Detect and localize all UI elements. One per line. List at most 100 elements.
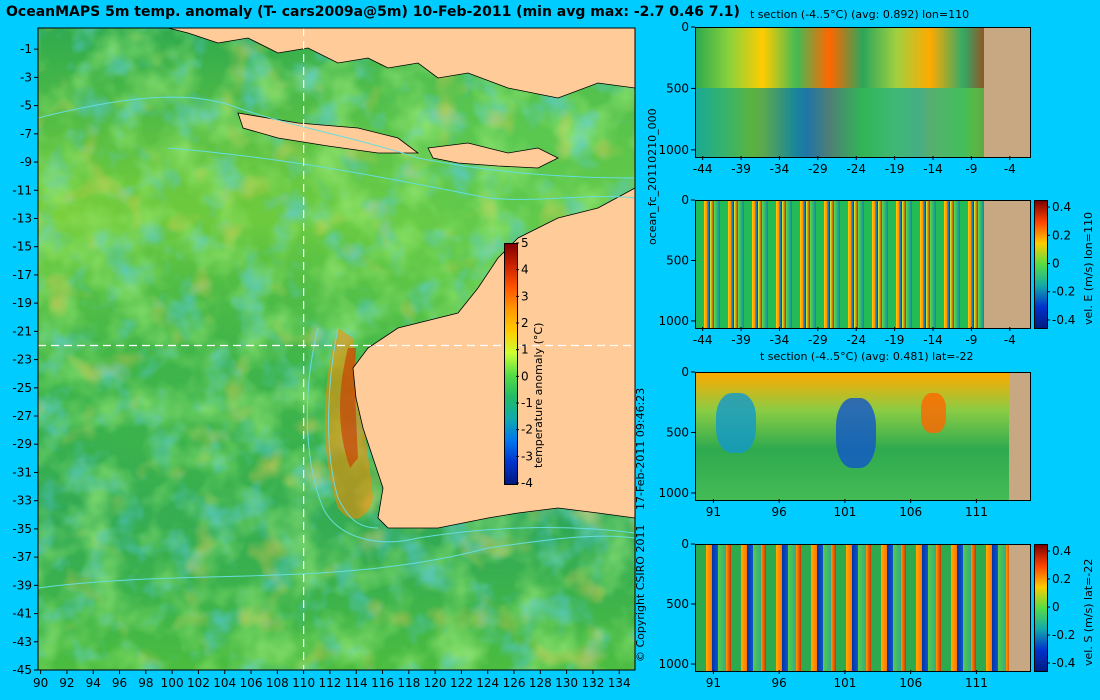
velocity-colorbar-tick-label: -0.2 [1052,285,1075,299]
section-y-tick-label: 1000 [658,657,689,671]
section-y-tick-label: 500 [666,425,689,439]
land-asia [167,28,635,99]
section-x-tick-label: -39 [731,162,751,176]
map-frame [37,27,636,671]
y-tick-label: -11 [12,183,32,197]
y-tick-label: -35 [12,522,32,536]
x-tick-label: 96 [112,676,127,690]
section-t-lon-heatmap [695,27,1031,158]
section-t-lat-heatmap [695,372,1031,501]
section-velS-lat-heatmap [695,544,1031,672]
colorbar-tick-label: 5 [521,236,529,250]
x-tick-label: 124 [476,676,499,690]
section-x-tick-label: -14 [923,333,943,347]
x-tick-label: 92 [59,676,74,690]
contour-line [38,96,635,179]
y-tick-label: -25 [12,381,32,395]
contour-line [306,327,635,543]
section-land [983,28,1030,157]
section-x-tick-label: -19 [885,333,905,347]
section-x-tick-label: 91 [706,676,721,690]
section-x-tick-label: -44 [693,162,713,176]
section-y-tick-label: 1000 [658,314,689,328]
temperature-colorbar-ticks: 5 4 3 2 1 0 -1 -2 -3 -4 [516,236,533,490]
section-x-tick-label: -34 [770,333,790,347]
section-x-tick-label: 101 [833,676,856,690]
section-x-tick-label: -29 [808,162,828,176]
section-x-tick-label: 96 [772,676,787,690]
velocity-colorbar-tick-label: -0.2 [1052,628,1075,642]
section-land [1008,545,1030,671]
section-y-tick-label: 1000 [658,486,689,500]
section-x-tick-label: -4 [1004,162,1016,176]
section-y-tick-label: 500 [666,597,689,611]
section-y-tick-label: 0 [681,20,689,34]
section-velE-lon-heatmap [695,200,1031,329]
temperature-colorbar [504,243,518,485]
section-land [1008,373,1030,500]
x-tick-label: 104 [213,676,236,690]
y-tick-label: -17 [12,268,32,282]
colorbar-tick-label: 2 [521,316,529,330]
colorbar-tick-label: 3 [521,289,529,303]
section-x-tick-label: -24 [846,162,866,176]
section-x-tick-label: 111 [965,505,988,519]
section-y-tick-label: 500 [666,81,689,95]
section-y-tick-label: 1000 [658,143,689,157]
velocity-colorbar-tick-label: 0.4 [1052,200,1071,214]
contour-line [167,147,635,200]
x-tick-label: 100 [161,676,184,690]
colorbar-tick-label: 0 [521,369,529,383]
section-title-t-lat: t section (-4..5°C) (avg: 0.481) lat=-22 [760,350,974,363]
section-y-tick-label: 0 [681,365,689,379]
temperature-anomaly-map [38,28,635,670]
section-y-tick-label: 0 [681,193,689,207]
x-tick-label: 102 [187,676,210,690]
x-tick-label: 106 [240,676,263,690]
section-x-tick-label: -29 [808,333,828,347]
section-x-tick-label: -39 [731,333,751,347]
x-tick-label: 126 [503,676,526,690]
y-tick-label: -7 [20,127,32,141]
colorbar-tick-label: -1 [521,396,533,410]
section-y-tick-label: 500 [666,253,689,267]
velocity-colorbar-tick-label: 0 [1052,257,1060,271]
x-tick-label: 132 [581,676,604,690]
x-tick-label: 120 [424,676,447,690]
y-tick-label: -33 [12,494,32,508]
x-tick-label: 128 [529,676,552,690]
section-x-tick-label: 101 [833,505,856,519]
colorbar-tick-label: -3 [521,449,533,463]
section-x-tick-label: 106 [899,676,922,690]
section-x-tick-label: 111 [965,676,988,690]
x-tick-label: 94 [86,676,101,690]
velocity-colorbar-tick-label: 0.4 [1052,544,1071,558]
y-tick-label: -27 [12,409,32,423]
x-tick-label: 108 [266,676,289,690]
contour-line [38,535,635,589]
y-tick-label: -1 [20,42,32,56]
x-tick-label: 118 [397,676,420,690]
y-tick-label: -23 [12,353,32,367]
y-tick-label: -43 [12,635,32,649]
x-tick-label: 130 [555,676,578,690]
section-x-tick-label: 106 [899,505,922,519]
y-tick-label: -21 [12,324,32,338]
map-canvas [38,28,635,670]
section-x-tick-label: -19 [885,162,905,176]
y-tick-label: -19 [12,296,32,310]
x-tick-label: 98 [138,676,153,690]
x-tick-label: 122 [450,676,473,690]
velocity-colorbar-tick-label: -0.4 [1052,313,1075,327]
y-tick-label: -29 [12,437,32,451]
velocity-colorbar-east [1034,200,1048,329]
colorbar-tick-label: -2 [521,423,533,437]
contour-line [328,327,379,529]
y-tick-label: -5 [20,99,32,113]
velocity-colorbar-south [1034,544,1048,672]
colorbar-tick-label: -4 [521,476,533,490]
section-x-tick-label: 91 [706,505,721,519]
section-x-tick-label: -24 [846,333,866,347]
